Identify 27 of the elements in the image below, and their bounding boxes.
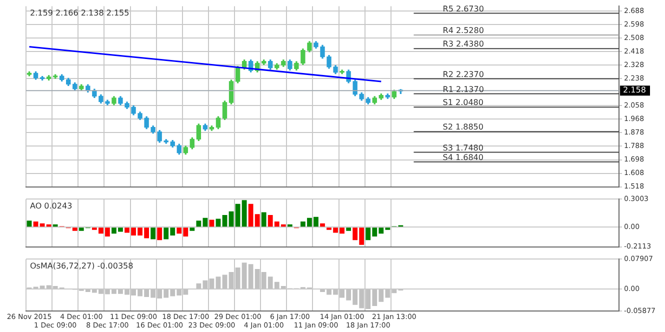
ref-line-label: R2 2.2370 <box>442 70 484 79</box>
bar <box>33 222 38 227</box>
bar <box>157 228 162 240</box>
chart-title: 2.159 2.166 2.138 2.155 <box>30 8 130 18</box>
ref-line-label: S4 1.6840 <box>442 152 484 162</box>
chart-title: AO 0.0243 <box>30 201 72 210</box>
ref-line-label: S2 1.8850 <box>442 122 484 132</box>
bar <box>190 228 195 231</box>
ref-line-label: R3 2.4380 <box>442 40 484 49</box>
ref-line-label: S3 1.7480 <box>442 143 484 152</box>
bar <box>222 215 228 227</box>
bar <box>320 223 325 227</box>
ref-line-label: R1 2.1370 <box>442 84 484 94</box>
bar <box>196 220 202 227</box>
bar <box>26 220 32 227</box>
annotation: 2.158 <box>623 86 646 95</box>
bar <box>242 200 247 227</box>
bar <box>150 228 156 240</box>
ref-line-label: S1 2.0480 <box>442 98 484 108</box>
ref-line-label: R4 2.5280 <box>442 26 484 36</box>
chart-title: OsMA(36,72,27) -0.00358 <box>30 261 134 270</box>
ref-line-label: R5 2.6730 <box>442 4 484 14</box>
bar <box>261 212 266 227</box>
bar <box>346 228 352 231</box>
bar <box>235 204 240 227</box>
bar <box>209 220 214 227</box>
bar <box>228 211 234 227</box>
